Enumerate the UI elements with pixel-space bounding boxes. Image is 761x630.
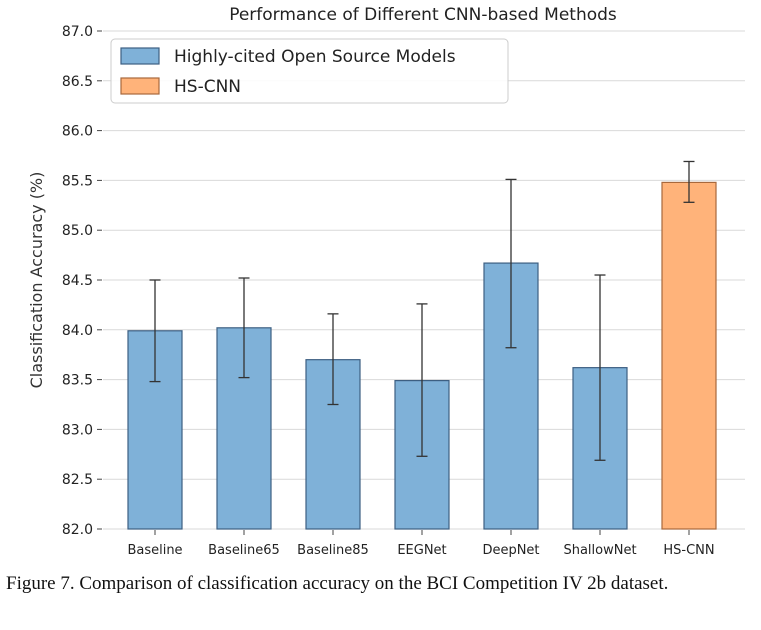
bar-chart: 82.0 82.5 83.0 83.5 84.0 84.5 85.0 85.5 86.0 86.5… [27,5,745,558]
y-tick-label: 83.0 [62,422,93,438]
y-tick-label: 86.5 [62,74,93,90]
legend-frame [110,38,509,104]
legend-swatch-open-source [120,47,160,65]
y-tick-label: 87.0 [62,24,93,40]
bars [127,181,717,530]
error-bars [149,160,695,461]
y-tick-label: 86.0 [62,124,93,140]
legend-label-hs-cnn: HS-CNN [174,77,241,97]
chart-canvas: 82.0 82.5 83.0 83.5 84.0 84.5 85.0 85.5 86.0 86.5… [27,5,745,558]
x-tick-label: HS-CNN [663,543,714,558]
x-tick-label: DeepNet [482,543,539,558]
legend-swatch-hs-cnn [120,77,160,95]
figure-caption: Figure 7. Comparison of classification a… [6,573,669,594]
y-tick-label: 84.5 [62,273,93,289]
bar-hs-cnn [661,181,717,530]
x-tick-label: Baseline65 [208,543,280,558]
x-tick-label: ShallowNet [563,543,636,558]
x-tick-label: Baseline [127,543,182,558]
y-tick-label: 84.0 [62,323,93,339]
legend-label-open-source: Highly-cited Open Source Models [174,47,456,67]
x-tick-label: Baseline85 [297,543,369,558]
x-axis-ticks: Baseline Baseline65 Baseline85 EEGNet DeepNe… [127,530,715,558]
y-tick-label: 85.0 [62,223,93,239]
y-tick-label: 82.5 [62,472,93,488]
legend: Highly-cited Open Source Models HS-CNN [110,38,509,104]
y-axis-label: Classification Accuracy (%) [27,172,46,389]
y-tick-label: 83.5 [62,373,93,389]
grid-lines [103,30,745,530]
y-tick-label: 82.0 [62,522,93,538]
y-axis-ticks: 82.0 82.5 83.0 83.5 84.0 84.5 85.0 85.5 86.0 86.5… [62,24,102,538]
chart-title: Performance of Different CNN-based Metho… [229,5,617,25]
x-tick-label: EEGNet [397,543,446,558]
y-tick-label: 85.5 [62,173,93,189]
